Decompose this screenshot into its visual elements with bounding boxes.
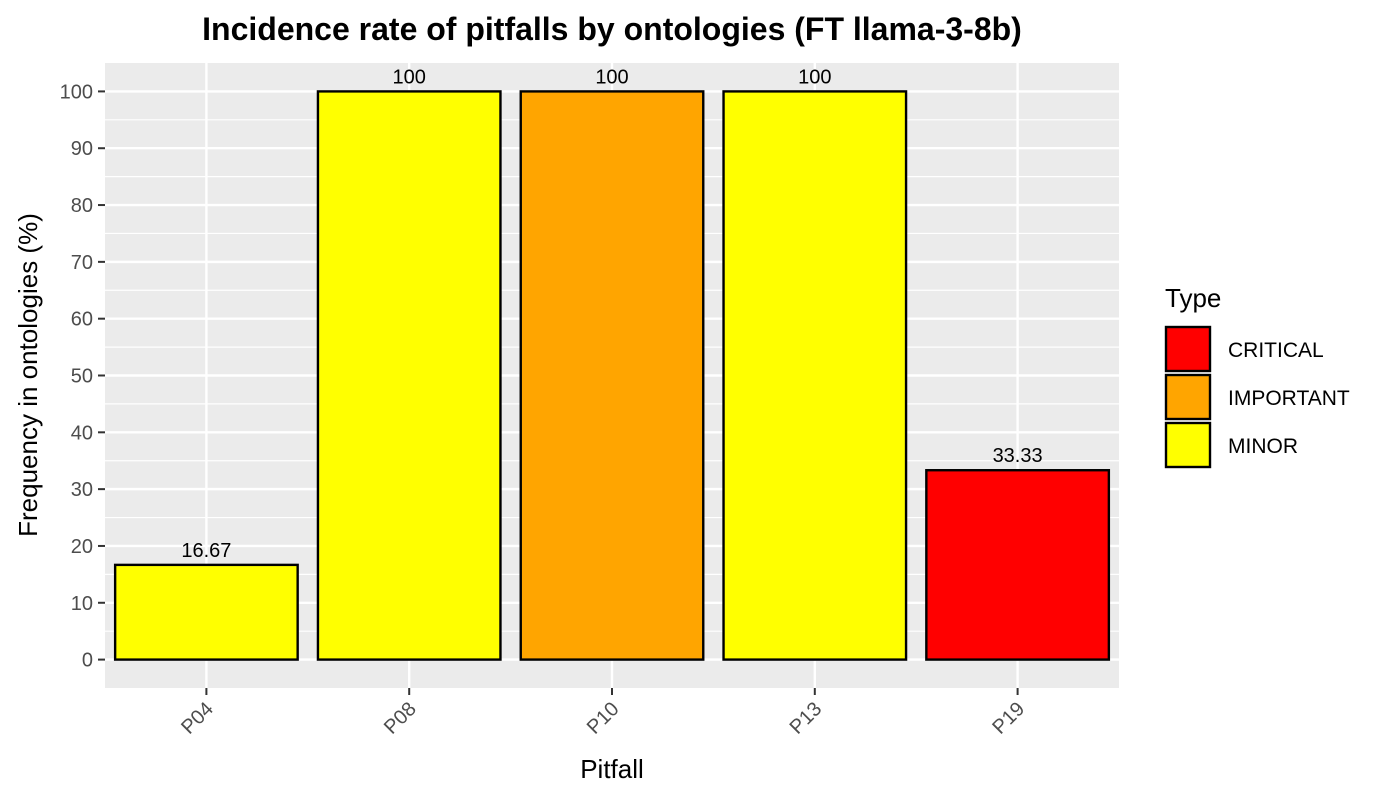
y-axis: 0 10 20 30 40 50 60 70 80 90 100 [60,81,105,672]
x-tick-label: P19 [988,698,1029,739]
legend-swatch-important [1164,373,1212,421]
bar-value-label: 100 [595,66,628,88]
y-tick-label: 80 [71,195,93,217]
y-tick-label: 90 [71,138,93,160]
bar-p04 [113,563,299,661]
bar-p10 [519,90,705,661]
x-tick-label: P10 [583,698,624,739]
bars [113,90,1111,661]
legend-title: Type [1165,283,1221,313]
legend-items: CRITICAL IMPORTANT MINOR [1164,325,1350,469]
bar-value-label: 100 [798,66,831,88]
legend-swatch-critical [1164,325,1212,373]
bar-value-label: 16.67 [181,540,231,562]
y-tick-label: 30 [71,479,93,501]
legend-label: CRITICAL [1228,339,1324,362]
y-tick-label: 50 [71,366,93,388]
legend: Type CRITICAL IMPORTANT MINOR [1164,283,1350,469]
legend-label: IMPORTANT [1228,387,1350,410]
bar-value-label: 100 [393,66,426,88]
bar-value-labels: 16.67 100 100 100 33.33 [181,66,1042,561]
legend-label: MINOR [1228,435,1298,458]
chart-title: Incidence rate of pitfalls by ontologies… [202,11,1022,47]
y-tick-label: 20 [71,536,93,558]
x-tick-label: P08 [380,698,421,739]
x-axis-label: Pitfall [580,754,644,784]
legend-swatch-minor [1164,421,1212,469]
y-tick-label: 10 [71,593,93,615]
bar-p13 [722,90,908,661]
y-tick-label: 0 [82,650,93,672]
bar-p08 [316,90,502,661]
y-tick-label: 40 [71,422,93,444]
y-tick-label: 60 [71,309,93,331]
y-tick-label: 100 [60,81,93,103]
bar-p19 [925,469,1111,661]
x-tick-label: P13 [786,698,827,739]
y-axis-label: Frequency in ontologies (%) [13,213,43,537]
x-axis: P04 P08 P10 P13 P19 [177,688,1029,739]
y-tick-label: 70 [71,252,93,274]
x-tick-label: P04 [177,698,218,739]
bar-value-label: 33.33 [993,445,1043,467]
